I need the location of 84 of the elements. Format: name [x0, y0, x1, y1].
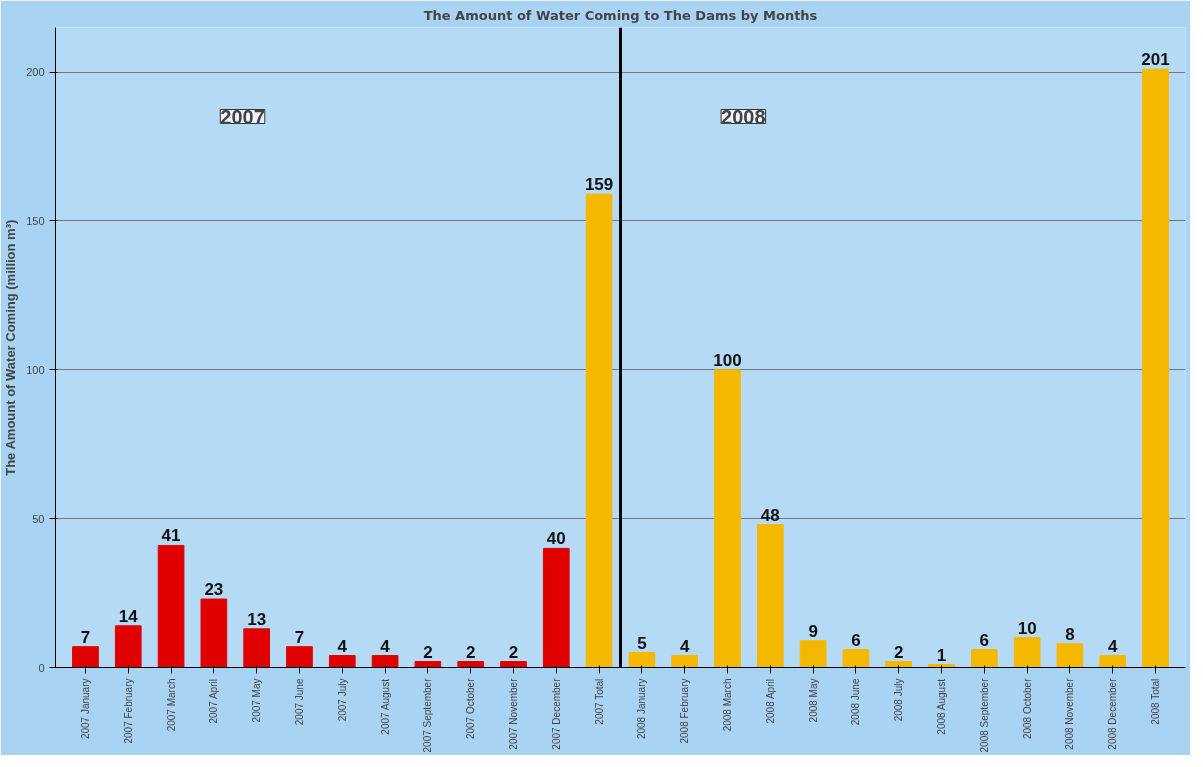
data-label: 2	[423, 642, 433, 662]
data-label: 23	[204, 580, 224, 600]
y-tick-label: 100	[26, 363, 45, 376]
x-tick-label: 2008 October	[1021, 677, 1033, 740]
data-label: 7	[80, 627, 91, 647]
x-tick-label: 2007 Total	[593, 678, 605, 725]
data-label: 7	[294, 627, 305, 647]
data-label: 4	[1108, 636, 1119, 656]
data-label: 1	[936, 645, 947, 665]
bar	[542, 547, 570, 668]
data-label: 10	[1017, 618, 1037, 638]
bar	[286, 646, 313, 668]
x-tick-label: 2008 May	[807, 678, 819, 723]
y-tick-label: 0	[38, 661, 45, 674]
y-tick-label: 50	[32, 512, 45, 525]
bar	[628, 652, 656, 668]
x-tick-label: 2007 February	[122, 678, 134, 744]
x-tick-label: 2007 November	[507, 677, 519, 750]
x-tick-label: 2008 August	[936, 678, 948, 735]
bar	[114, 625, 142, 668]
y-tick-label: 150	[26, 214, 45, 227]
x-tick-label: 2007 January	[79, 678, 91, 740]
bar	[799, 640, 827, 668]
bar	[756, 524, 784, 668]
data-label: 4	[337, 636, 348, 656]
bar	[1056, 643, 1084, 668]
data-label: 40	[546, 529, 566, 549]
x-tick-label: 2008 March	[722, 678, 734, 732]
data-label: 9	[808, 621, 818, 641]
bar	[243, 628, 271, 668]
x-tick-label: 2008 November	[1064, 677, 1076, 750]
bar	[457, 661, 485, 668]
x-tick-label: 2008 September	[978, 677, 990, 753]
x-tick-label: 2007 September	[422, 677, 434, 753]
bar	[157, 544, 185, 668]
bar	[414, 661, 442, 668]
y-axis-title: The Amount of Water Coming (million m³)	[3, 219, 19, 476]
data-label: 201	[1141, 50, 1170, 70]
bar	[1142, 68, 1169, 668]
data-label: 6	[851, 630, 861, 650]
bar	[328, 655, 356, 668]
bar	[1099, 655, 1127, 668]
y-tick-label: 200	[26, 66, 45, 79]
x-tick-label: 2008 February	[679, 678, 691, 744]
data-label: 2	[508, 642, 519, 662]
data-label: 41	[161, 526, 181, 546]
bar	[371, 655, 399, 668]
data-label: 13	[247, 609, 267, 629]
x-tick-label: 2007 December	[550, 677, 562, 750]
data-label: 2	[893, 642, 904, 662]
bar	[671, 655, 699, 668]
x-tick-label: 2008 December	[1107, 677, 1119, 750]
data-label: 8	[1065, 624, 1075, 644]
data-label: 2	[465, 642, 476, 662]
x-tick-label: 2007 July	[336, 678, 348, 722]
data-label: 14	[118, 606, 139, 626]
x-tick-label: 2008 January	[636, 678, 648, 740]
x-tick-label: 2007 April	[208, 679, 220, 724]
x-tick-label: 2007 March	[165, 678, 177, 732]
data-label: 100	[713, 350, 742, 370]
bar	[585, 193, 613, 668]
bar	[842, 649, 870, 668]
bar	[885, 661, 913, 668]
data-label: 5	[637, 633, 647, 653]
data-label: 4	[679, 636, 690, 656]
bar	[970, 649, 998, 668]
x-tick-label: 2007 May	[251, 678, 263, 723]
x-tick-label: 2008 June	[850, 678, 862, 726]
data-label: 4	[380, 636, 391, 656]
bar	[714, 369, 741, 668]
bar	[500, 661, 527, 668]
annotation: 2007	[220, 105, 265, 128]
x-tick-label: 2008 Total	[1150, 678, 1162, 725]
x-tick-label: 2007 October	[465, 677, 477, 740]
x-tick-label: 2008 July	[893, 678, 905, 722]
x-tick-label: 2008 April	[764, 679, 776, 724]
data-label: 159	[584, 175, 614, 195]
bar	[72, 646, 99, 668]
x-tick-label: 2007 August	[379, 678, 391, 735]
bar	[1013, 637, 1041, 668]
bar	[200, 598, 228, 668]
data-label: 6	[979, 630, 990, 650]
chart-title: The Amount of Water Coming to The Dams by Months	[423, 7, 818, 23]
x-tick-label: 2007 June	[293, 678, 305, 726]
